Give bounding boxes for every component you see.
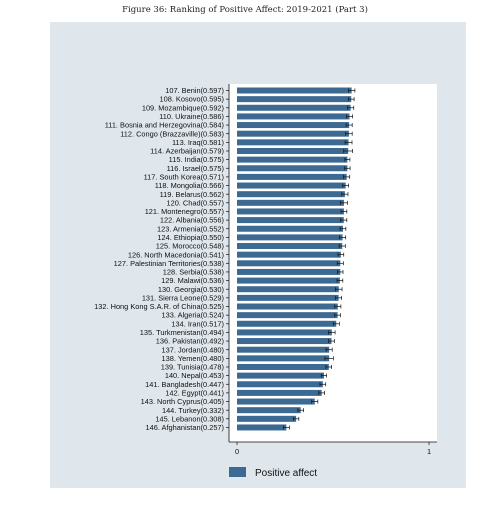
bar (237, 191, 345, 198)
category-label: 139. Tunisia(0.478) (161, 363, 224, 372)
bar (237, 208, 344, 215)
bar (237, 363, 329, 370)
bars-group (237, 87, 356, 431)
category-label: 120. Chad(0.557) (166, 198, 224, 207)
category-label: 125. Morocco(0.548) (156, 242, 224, 251)
category-label: 141. Bangladesh(0.447) (145, 380, 224, 389)
bar (237, 182, 346, 189)
category-label: 145. Lebanon(0.308) (155, 414, 224, 423)
bar (237, 389, 322, 396)
bar (237, 130, 349, 137)
bar (237, 312, 338, 319)
category-label: 130. Georgia(0.530) (158, 285, 224, 294)
category-label: 107. Benin(0.597) (165, 86, 224, 95)
bar (237, 372, 324, 379)
legend-swatch (229, 467, 246, 477)
category-label: 146. Afghanistan(0.257) (146, 423, 224, 432)
category-label: 115. India(0.575) (169, 155, 224, 164)
bar (237, 173, 347, 180)
bar (237, 139, 349, 146)
category-label: 112. Congo (Brazzaville)(0.583) (120, 129, 224, 138)
bar (237, 234, 343, 241)
category-label: 144. Turkey(0.332) (162, 406, 224, 415)
bar (237, 338, 332, 345)
bar (237, 381, 323, 388)
category-label: 131. Sierra Leone(0.529) (142, 293, 224, 302)
category-label: 118. Mongolia(0.566) (155, 181, 224, 190)
category-label: 123. Armenia(0.552) (157, 224, 224, 233)
bar (237, 225, 343, 232)
category-label: 116. Israel(0.575) (167, 164, 224, 173)
bar (237, 294, 339, 301)
category-label: 128. Serbia(0.538) (163, 268, 224, 277)
bar (237, 260, 341, 267)
category-label: 138. Yemen(0.480) (162, 354, 224, 363)
category-label: 135. Turkmenistan(0.494) (140, 328, 224, 337)
category-label: 114. Azerbaijan(0.579) (150, 147, 224, 156)
category-label: 109. Mozambique(0.592) (142, 103, 224, 112)
category-label: 136. Pakistan(0.492) (156, 337, 224, 346)
category-label: 119. Belarus(0.562) (160, 190, 224, 199)
category-label: 110. Ukraine(0.586) (159, 112, 224, 121)
category-label: 124. Ethiopia(0.550) (157, 233, 224, 242)
category-label: 140. Nepal(0.453) (165, 371, 224, 380)
bar (237, 243, 343, 250)
bar (237, 346, 330, 353)
category-label: 121. Montenegro(0.557) (145, 207, 224, 216)
bar (237, 199, 344, 206)
bar (237, 415, 297, 422)
bar (237, 424, 287, 431)
bar (237, 268, 341, 275)
category-label: 111. Bosnia and Herzegovina(0.584) (105, 121, 224, 130)
bar (237, 355, 330, 362)
bar (237, 96, 352, 103)
category-labels-group: 107. Benin(0.597)108. Kosovo(0.595)109. … (94, 86, 229, 432)
category-label: 132. Hong Kong S.A.R. of China(0.525) (94, 302, 224, 311)
category-label: 134. Iran(0.517) (171, 319, 224, 328)
bar (237, 87, 352, 94)
bar (237, 407, 301, 414)
category-label: 142. Egypt(0.441) (165, 389, 224, 398)
category-label: 108. Kosovo(0.595) (159, 95, 224, 104)
bar (237, 113, 350, 120)
bar (237, 277, 340, 284)
category-label: 133. Algeria(0.524) (162, 311, 224, 320)
bar (237, 303, 338, 310)
legend-entry-label: Positive affect (255, 468, 317, 479)
bar (237, 156, 348, 163)
bar (237, 122, 350, 129)
bar (237, 329, 332, 336)
bar (237, 165, 348, 172)
category-label: 122. Albania(0.556) (160, 216, 224, 225)
bar (237, 286, 339, 293)
bar (237, 217, 344, 224)
category-label: 129. Malawi(0.536) (161, 276, 224, 285)
category-label: 127. Palestinian Territories(0.538) (114, 259, 224, 268)
bar (237, 320, 337, 327)
category-label: 117. South Korea(0.571) (144, 173, 224, 182)
bar (237, 104, 351, 111)
legend: Positive affect (229, 467, 317, 479)
category-label: 137. Jordan(0.480) (162, 345, 224, 354)
x-tick-label: 0 (235, 447, 239, 456)
category-label: 113. Iraq(0.581) (172, 138, 224, 147)
figure-title: Figure 36: Ranking of Positive Affect: 2… (122, 5, 368, 15)
category-label: 143. North Cyprus(0.405) (141, 397, 224, 406)
bar (237, 251, 341, 258)
category-label: 126. North Macedonia(0.541) (128, 250, 224, 259)
x-tick-label: 1 (427, 447, 431, 456)
bar (237, 147, 349, 154)
bar (237, 398, 315, 405)
